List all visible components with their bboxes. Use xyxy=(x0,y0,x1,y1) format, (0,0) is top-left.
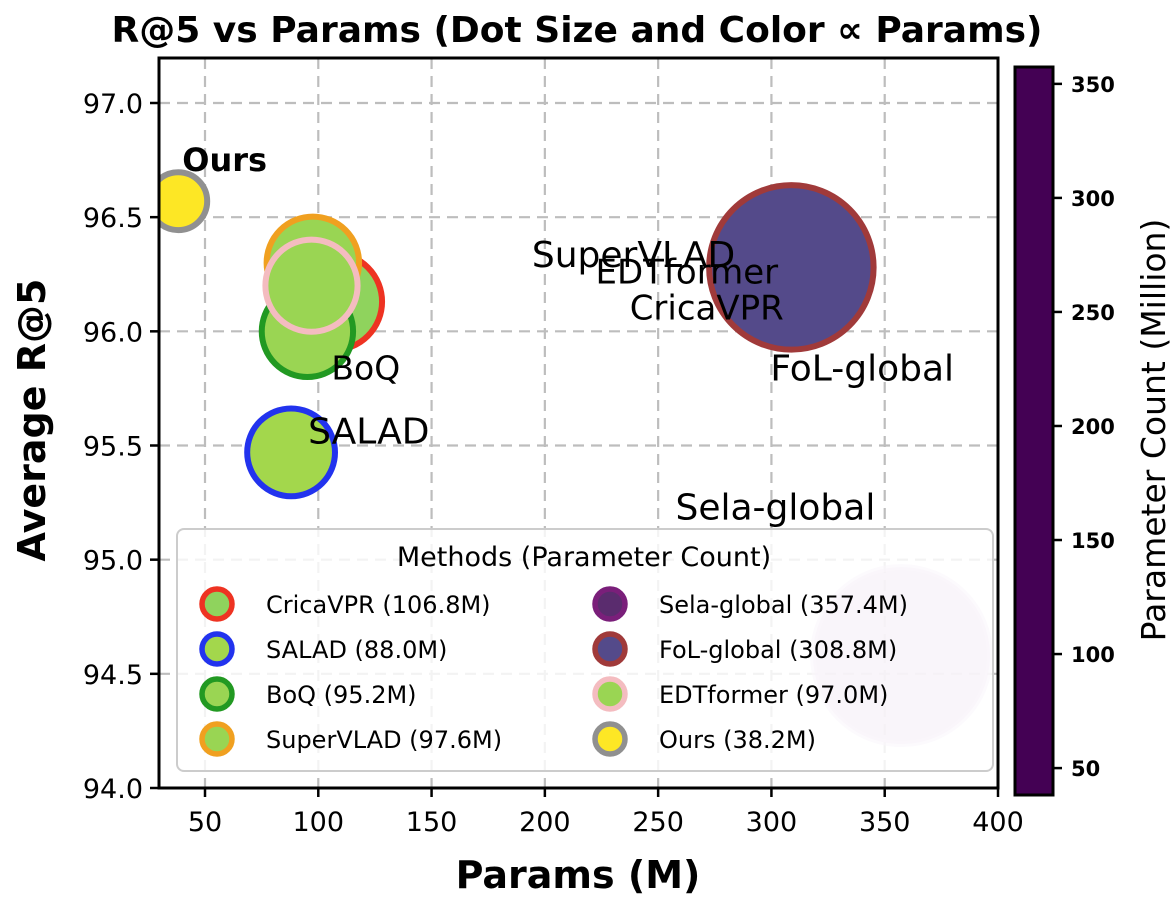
legend-marker xyxy=(199,586,235,622)
y-tick-label: 96.0 xyxy=(83,317,143,348)
legend-label: SuperVLAD (97.6M) xyxy=(266,726,502,754)
legend-label: SALAD (88.0M) xyxy=(266,636,447,664)
legend-frame xyxy=(176,528,994,772)
point-salad xyxy=(244,405,338,500)
colorbar: 50 100 150 200 250 300 350 Parameter Count (Mi… xyxy=(1013,65,1173,797)
y-axis: 94.0 94.5 95.0 95.5 96.0 96.5 97.0 xyxy=(83,89,159,805)
y-tick-label: 96.5 xyxy=(83,203,143,234)
colorbar-tick-label: 100 xyxy=(1071,643,1115,667)
point-edtformer xyxy=(262,236,361,335)
x-axis-label: Params (M) xyxy=(456,853,701,897)
point-labels: CricaVPR SuperVLAD BoQ EDTformer SALAD FoL-gl… xyxy=(182,141,954,528)
legend-marker xyxy=(199,631,235,667)
point-fol-global xyxy=(706,182,877,353)
colorbar-gradient xyxy=(1013,65,1055,797)
point-label-fol-global: FoL-global xyxy=(770,348,954,389)
legend-title: Methods (Parameter Count) xyxy=(397,542,771,573)
y-tick-label: 95.5 xyxy=(83,432,143,463)
legend-label: BoQ (95.2M) xyxy=(266,681,417,709)
colorbar-tick-label: 50 xyxy=(1071,757,1100,781)
chart-title: R@5 vs Params (Dot Size and Color ∝ Para… xyxy=(112,10,1043,51)
point-label-boq: BoQ xyxy=(331,348,400,387)
point-label-sela-global: Sela-global xyxy=(675,488,875,529)
legend-marker xyxy=(592,586,628,622)
y-axis-label: Average R@5 xyxy=(10,279,54,562)
y-tick-label: 94.0 xyxy=(83,774,143,805)
legend-label: CricaVPR (106.8M) xyxy=(266,591,491,619)
x-axis: 50 100 150 200 250 300 350 400 xyxy=(188,788,1024,838)
legend-marker xyxy=(592,721,628,757)
legend-marker xyxy=(592,676,628,712)
point-ours xyxy=(159,169,211,234)
y-tick-label: 94.5 xyxy=(83,660,143,691)
x-tick-label: 100 xyxy=(293,807,345,838)
point-label-salad: SALAD xyxy=(308,411,429,452)
colorbar-tick-label: 300 xyxy=(1071,187,1115,211)
x-tick-label: 300 xyxy=(746,807,798,838)
point-label-edtformer: EDTformer xyxy=(595,253,778,293)
point-label-supervlad: SuperVLAD xyxy=(532,235,735,276)
colorbar-tick-label: 250 xyxy=(1071,301,1115,325)
x-tick-label: 200 xyxy=(519,807,571,838)
legend-marker xyxy=(592,631,628,667)
colorbar-label: Parameter Count (Million) xyxy=(1134,219,1173,642)
y-tick-label: 97.0 xyxy=(83,89,143,120)
legend-label: Sela-global (357.4M) xyxy=(659,591,908,619)
legend-label: EDTformer (97.0M) xyxy=(659,681,888,709)
x-tick-label: 400 xyxy=(972,807,1024,838)
x-tick-label: 50 xyxy=(188,807,222,838)
colorbar-tick-label: 350 xyxy=(1071,73,1115,97)
legend-marker xyxy=(199,676,235,712)
x-tick-label: 350 xyxy=(859,807,911,838)
colorbar-tick-label: 200 xyxy=(1071,415,1115,439)
legend-label: Ours (38.2M) xyxy=(659,726,816,754)
legend-marker xyxy=(199,721,235,757)
legend: Methods (Parameter Count) CricaVPR (106.… xyxy=(176,528,994,772)
legend-label: FoL-global (308.8M) xyxy=(659,636,897,664)
plot-frame xyxy=(157,56,1000,790)
y-tick-label: 95.0 xyxy=(83,546,143,577)
x-tick-label: 150 xyxy=(406,807,458,838)
point-label-ours: Ours xyxy=(182,141,267,179)
x-tick-label: 250 xyxy=(632,807,684,838)
point-label-cricavpr: CricaVPR xyxy=(630,289,784,329)
colorbar-tick-label: 150 xyxy=(1071,529,1115,553)
